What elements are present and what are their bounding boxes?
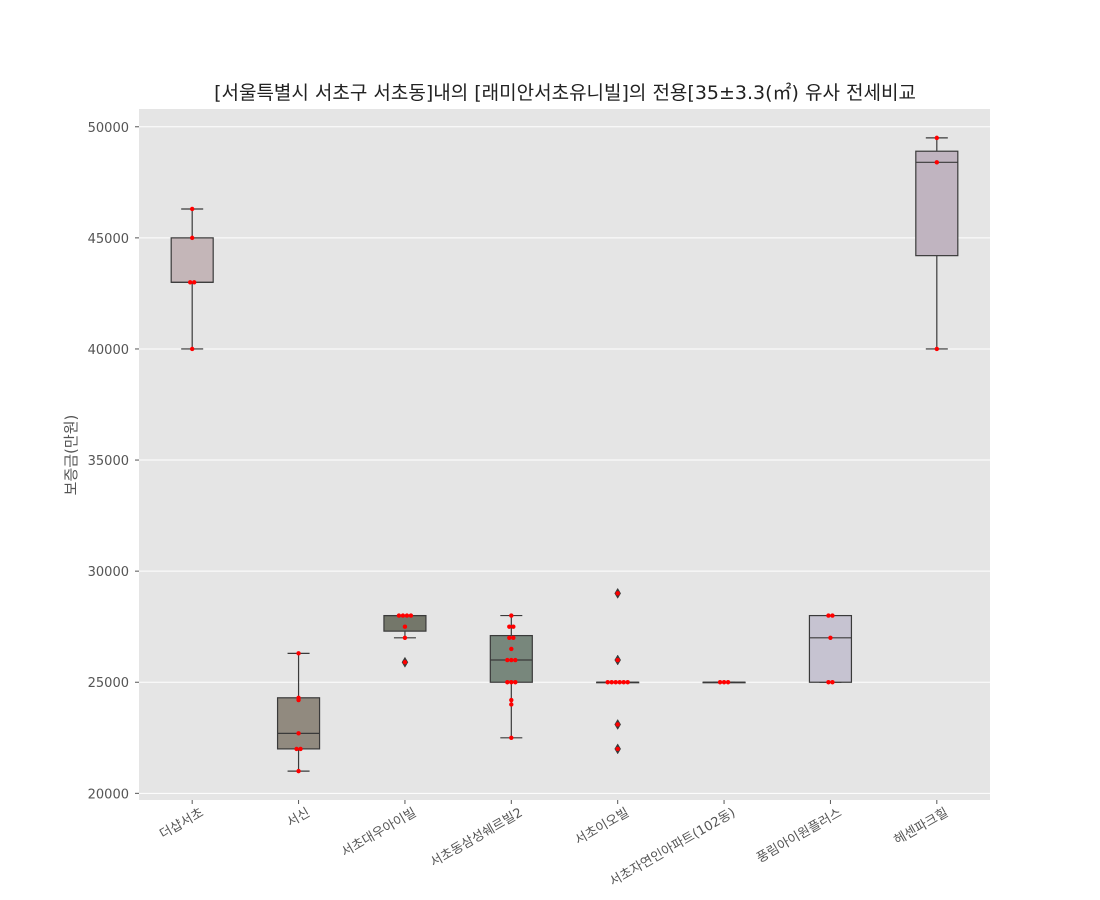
chart-title: [서울특별시 서초구 서초동]내의 [래미안서초유니빌]의 전용[35±3.3(… — [214, 81, 916, 104]
data-point — [507, 635, 512, 641]
data-point — [505, 657, 510, 663]
data-point — [189, 346, 195, 352]
x-tick-label: 풍림아이원플러스 — [754, 805, 844, 866]
box — [170, 237, 214, 283]
y-tick-label: 35000 — [88, 454, 129, 469]
data-point — [830, 680, 835, 685]
data-point — [615, 746, 620, 752]
box — [808, 614, 853, 683]
y-axis-ticks: 20000 25000 30000 35000 40000 45000 50000 — [88, 121, 139, 802]
data-point — [615, 722, 620, 727]
data-point — [605, 680, 610, 685]
data-point — [189, 206, 195, 212]
x-tick-label: 서신 — [284, 805, 312, 830]
data-point — [509, 646, 514, 652]
data-point — [509, 697, 514, 703]
swarm-points — [187, 135, 940, 774]
data-point — [621, 680, 626, 685]
x-tick-label: 서초이오빌 — [573, 805, 632, 848]
y-tick-label: 30000 — [88, 565, 129, 580]
x-tick-label: 서초대우아이빌 — [339, 805, 419, 860]
data-point — [505, 680, 510, 685]
data-point — [721, 680, 727, 685]
x-tick-label: 서초동삼성쉐르빌2 — [428, 805, 526, 870]
data-point — [408, 613, 414, 618]
data-point — [294, 746, 299, 752]
x-tick-label: 헤센파크힐 — [892, 805, 951, 848]
data-point — [400, 613, 406, 618]
data-point — [934, 346, 940, 352]
data-point — [296, 651, 301, 656]
box — [276, 697, 321, 750]
data-point — [402, 624, 408, 629]
y-tick-label: 20000 — [88, 787, 129, 802]
data-point — [296, 768, 301, 774]
data-point — [298, 746, 303, 752]
y-axis-label: 보증금(만원) — [62, 415, 80, 496]
y-tick-label: 40000 — [88, 343, 129, 358]
data-point — [513, 657, 518, 663]
y-tick-label: 25000 — [88, 676, 129, 691]
data-point — [826, 680, 831, 685]
y-tick-label: 45000 — [88, 232, 129, 247]
data-point — [725, 680, 731, 685]
plot-background — [139, 109, 990, 800]
data-point — [402, 660, 408, 665]
box-series — [170, 137, 959, 772]
data-point — [613, 680, 618, 685]
data-point — [509, 657, 514, 663]
box — [915, 150, 959, 257]
data-point — [509, 702, 514, 707]
data-point — [625, 680, 630, 685]
y-tick-label: 50000 — [88, 121, 129, 136]
data-point — [828, 635, 833, 641]
data-point — [826, 613, 831, 618]
data-point — [609, 680, 614, 685]
data-point — [396, 613, 402, 618]
x-axis-ticks: 더샵서초 서신 서초대우아이빌 서초동삼성쉐르빌2 서초이오빌서초자연인아파트(102동… — [157, 800, 951, 890]
data-point — [507, 624, 512, 629]
data-point — [511, 624, 516, 629]
data-point — [509, 735, 514, 740]
data-point — [511, 635, 516, 641]
data-point — [513, 680, 518, 685]
data-point — [402, 635, 408, 641]
data-point — [296, 695, 301, 700]
data-point — [934, 135, 940, 141]
data-point — [509, 613, 514, 618]
x-tick-label: 더샵서초 — [157, 805, 206, 842]
data-point — [717, 680, 723, 685]
data-point — [404, 613, 410, 618]
data-point — [615, 591, 620, 596]
data-point — [191, 280, 197, 285]
data-point — [296, 731, 301, 736]
data-point — [187, 280, 193, 285]
grid-lines — [139, 126, 990, 794]
data-point — [934, 160, 940, 165]
data-point — [615, 657, 620, 663]
data-point — [189, 235, 195, 241]
data-point — [509, 680, 514, 685]
data-point — [830, 613, 835, 618]
data-point — [617, 680, 622, 685]
